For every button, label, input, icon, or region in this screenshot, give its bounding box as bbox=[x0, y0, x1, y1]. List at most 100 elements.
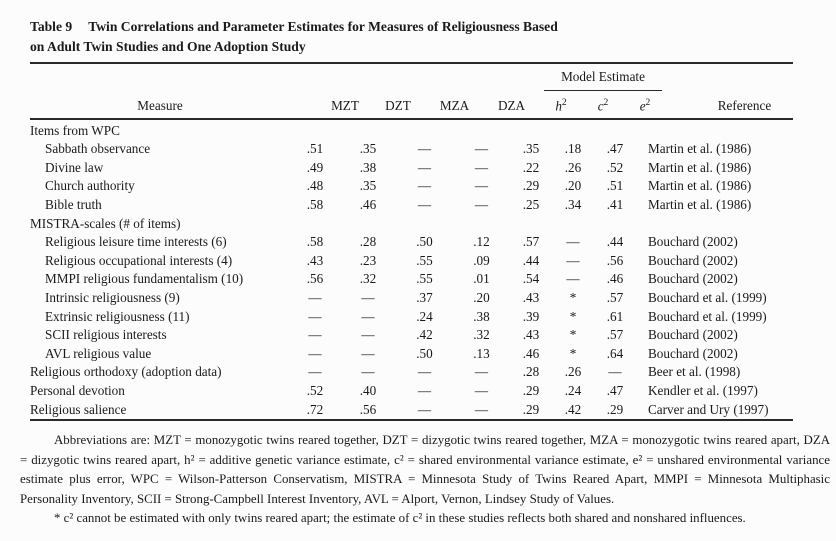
measure-cell: Bible truth bbox=[45, 196, 102, 212]
dza-cell: — bbox=[474, 178, 489, 194]
dzt-cell bbox=[340, 215, 396, 234]
column-header-dza: DZA bbox=[497, 98, 526, 113]
c2-cell: .42 bbox=[564, 401, 582, 417]
mza-cell: — bbox=[417, 141, 432, 157]
dzt-cell: .35 bbox=[359, 178, 377, 194]
mza-cell: — bbox=[417, 159, 432, 175]
reference-cell: Bouchard (2002) bbox=[648, 234, 738, 250]
measure-cell: Church authority bbox=[45, 178, 135, 194]
table-row: Personal devotion .52 .40 — — .29 .24 .4… bbox=[30, 382, 793, 401]
reference-cell: Bouchard (2002) bbox=[648, 327, 738, 343]
h2-cell bbox=[510, 215, 552, 234]
h2-cell: .54 bbox=[522, 271, 540, 287]
c2-cell: * bbox=[569, 289, 577, 305]
asterisk-note: * c² cannot be estimated with only twins… bbox=[54, 511, 746, 526]
column-header-measure: Measure bbox=[137, 98, 183, 113]
e2-cell bbox=[594, 122, 636, 141]
mzt-cell: — bbox=[308, 364, 322, 380]
mza-cell: .50 bbox=[416, 234, 433, 250]
measure-cell: MISTRA-scales (# of items) bbox=[30, 215, 181, 231]
table-bottom-rule bbox=[30, 419, 793, 422]
mza-cell: .55 bbox=[416, 271, 433, 287]
column-header-h2: h2 bbox=[540, 98, 582, 114]
mza-cell bbox=[396, 215, 453, 234]
measure-cell: Personal devotion bbox=[30, 382, 125, 398]
data-table: Model Estimate Measure MZT DZT MZA DZA h… bbox=[30, 62, 793, 422]
table-row: AVL religious value — — .50 .13 .46 * .6… bbox=[30, 345, 793, 364]
measure-cell: Religious salience bbox=[30, 401, 127, 417]
c2-cell: .24 bbox=[564, 382, 582, 398]
e2-cell: .52 bbox=[606, 159, 624, 175]
dzt-cell: .32 bbox=[359, 271, 377, 287]
table-row: Items from WPC bbox=[30, 122, 793, 141]
reference-cell bbox=[636, 215, 793, 234]
column-header-reference: Reference bbox=[717, 98, 772, 113]
mzt-cell: — bbox=[308, 345, 322, 361]
c2-cell: .18 bbox=[564, 141, 582, 157]
dza-cell: .01 bbox=[473, 271, 490, 287]
dzt-cell: .35 bbox=[359, 141, 377, 157]
e2-cell: .29 bbox=[606, 401, 624, 417]
dza-cell bbox=[453, 215, 510, 234]
h2-cell: .39 bbox=[522, 308, 540, 324]
dza-cell: — bbox=[474, 159, 489, 175]
e2-cell: .64 bbox=[606, 345, 624, 361]
h2-cell: .22 bbox=[522, 159, 540, 175]
table-row: Bible truth .58 .46 — — .25 .34 .41 Mart… bbox=[30, 196, 793, 215]
reference-cell: Bouchard (2002) bbox=[648, 252, 738, 268]
dzt-cell: — bbox=[361, 327, 375, 343]
dzt-cell: — bbox=[361, 308, 375, 324]
reference-cell: Bouchard et al. (1999) bbox=[648, 289, 767, 305]
dza-cell: .12 bbox=[473, 234, 490, 250]
model-estimate-group-header: Model Estimate bbox=[561, 69, 645, 84]
dzt-cell: .56 bbox=[359, 401, 377, 417]
e2-cell: .46 bbox=[606, 271, 624, 287]
dzt-cell: .40 bbox=[359, 382, 377, 398]
dza-cell: — bbox=[474, 196, 489, 212]
dza-cell: — bbox=[474, 401, 489, 417]
e2-cell: .56 bbox=[606, 252, 624, 268]
c2-cell: * bbox=[569, 327, 577, 343]
measure-cell: Divine law bbox=[45, 159, 104, 175]
measure-cell: Religious leisure time interests (6) bbox=[45, 234, 227, 250]
mza-cell: .42 bbox=[416, 327, 433, 343]
mzt-cell: .43 bbox=[306, 252, 324, 268]
mzt-cell: — bbox=[308, 308, 322, 324]
mzt-cell bbox=[290, 215, 340, 234]
dza-cell: .32 bbox=[473, 327, 490, 343]
table-row: Sabbath observance .51 .35 — — .35 .18 .… bbox=[30, 140, 793, 159]
dzt-cell: .46 bbox=[359, 196, 377, 212]
h2-cell: .46 bbox=[522, 345, 540, 361]
h2-cell: .43 bbox=[522, 289, 540, 305]
dzt-cell bbox=[340, 122, 396, 141]
h2-cell: .35 bbox=[522, 141, 540, 157]
mzt-cell: — bbox=[308, 289, 322, 305]
mza-cell: .50 bbox=[416, 345, 433, 361]
mzt-cell: .58 bbox=[306, 196, 324, 212]
e2-cell: .57 bbox=[606, 327, 624, 343]
mzt-cell: .52 bbox=[306, 382, 324, 398]
table-row: MISTRA-scales (# of items) bbox=[30, 215, 793, 234]
column-header-dzt: DZT bbox=[385, 98, 411, 113]
reference-cell: Martin et al. (1986) bbox=[648, 178, 752, 194]
h2-cell: .28 bbox=[522, 364, 540, 380]
e2-cell: — bbox=[608, 364, 622, 380]
reference-cell bbox=[636, 122, 793, 141]
column-header-mzt: MZT bbox=[331, 98, 359, 113]
measure-cell: MMPI religious fundamentalism (10) bbox=[45, 271, 244, 287]
reference-cell: Beer et al. (1998) bbox=[648, 364, 741, 380]
table-row: Intrinsic religiousness (9) — — .37 .20 … bbox=[30, 289, 793, 308]
dza-cell: .13 bbox=[473, 345, 490, 361]
reference-cell: Martin et al. (1986) bbox=[648, 159, 752, 175]
table-row: Church authority .48 .35 — — .29 .20 .51… bbox=[30, 177, 793, 196]
dza-cell: — bbox=[474, 382, 489, 398]
table-title: Table 9 Twin Correlations and Parameter E… bbox=[30, 17, 720, 56]
table-row: Divine law .49 .38 — — .22 .26 .52 Marti… bbox=[30, 159, 793, 178]
h2-cell: .29 bbox=[522, 401, 540, 417]
reference-cell: Martin et al. (1986) bbox=[648, 141, 752, 157]
table-row: Extrinsic religiousness (11) — — .24 .38… bbox=[30, 308, 793, 327]
table-row: SCII religious interests — — .42 .32 .43… bbox=[30, 326, 793, 345]
h2-cell bbox=[510, 122, 552, 141]
measure-cell: Intrinsic religiousness (9) bbox=[45, 289, 180, 305]
e2-cell: .61 bbox=[606, 308, 624, 324]
